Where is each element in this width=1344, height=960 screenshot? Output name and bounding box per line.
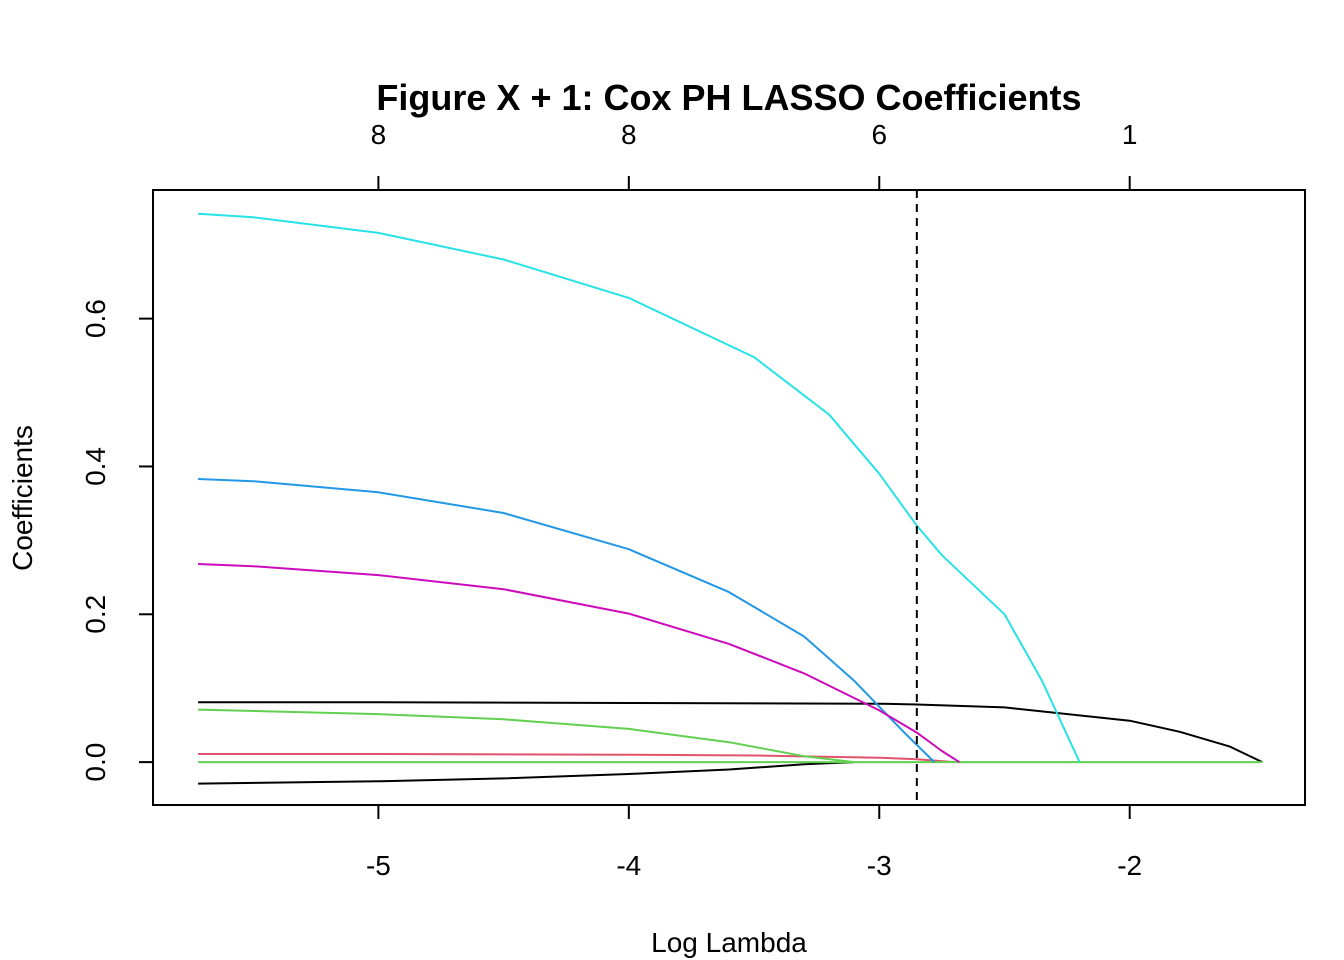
x-tick-label: -3 [867,850,892,881]
top-axis-tick-label: 1 [1122,119,1138,150]
y-tick-label: 0.0 [80,743,111,782]
coefficient-path-8 [198,563,960,763]
y-tick-label: 0.6 [80,299,111,338]
coefficient-path-1 [198,701,1263,764]
coefficient-path-7 [198,212,1081,763]
top-axis-tick-label: 8 [621,119,637,150]
y-tick-label: 0.4 [80,447,111,486]
x-tick-label: -4 [616,850,641,881]
y-tick-label: 0.2 [80,595,111,634]
y-axis-label: Coefficients [7,425,38,571]
coefficient-path-3 [198,753,955,764]
top-axis-tick-label: 6 [871,119,887,150]
x-tick-label: -5 [366,850,391,881]
x-axis-label: Log Lambda [651,927,807,958]
series-layer [198,212,1263,785]
axes-layer: -5 -4 -3 -2 8 8 6 1 0.0 0.2 0.4 0.6 [80,119,1142,881]
coefficient-path-4 [198,708,855,764]
x-tick-label: -2 [1117,850,1142,881]
top-axis-tick-label: 8 [371,119,387,150]
coefficient-path-6 [198,478,936,763]
chart-title: Figure X + 1: Cox PH LASSO Coefficients [376,77,1081,118]
coefficient-path-2 [198,761,855,785]
